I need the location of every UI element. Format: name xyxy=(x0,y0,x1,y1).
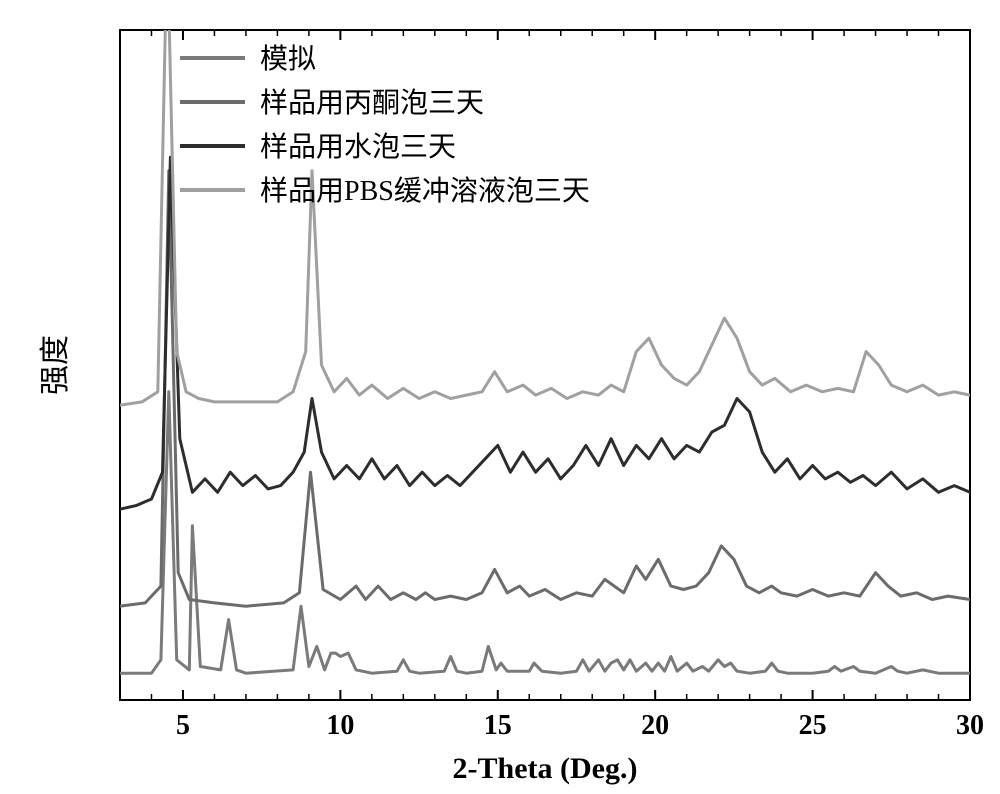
y-axis-label: 强度 xyxy=(39,335,72,395)
plot-border xyxy=(120,30,970,700)
xrd-chart: 510152025302-Theta (Deg.)强度模拟样品用丙酮泡三天样品用… xyxy=(0,0,1000,794)
x-axis-label: 2-Theta (Deg.) xyxy=(453,752,638,785)
series-line xyxy=(120,157,970,509)
legend-label: 样品用水泡三天 xyxy=(260,131,456,163)
legend-label: 模拟 xyxy=(260,43,316,75)
legend-label: 样品用丙酮泡三天 xyxy=(260,87,484,119)
series-line xyxy=(120,392,970,673)
x-tick-label: 20 xyxy=(641,710,669,741)
chart-svg: 510152025302-Theta (Deg.)强度模拟样品用丙酮泡三天样品用… xyxy=(0,0,1000,794)
x-tick-label: 25 xyxy=(799,710,827,741)
x-tick-label: 15 xyxy=(484,710,512,741)
legend-label: 样品用PBS缓冲溶液泡三天 xyxy=(260,175,590,207)
x-tick-label: 30 xyxy=(956,710,984,741)
x-tick-label: 10 xyxy=(326,710,354,741)
x-tick-label: 5 xyxy=(176,710,190,741)
